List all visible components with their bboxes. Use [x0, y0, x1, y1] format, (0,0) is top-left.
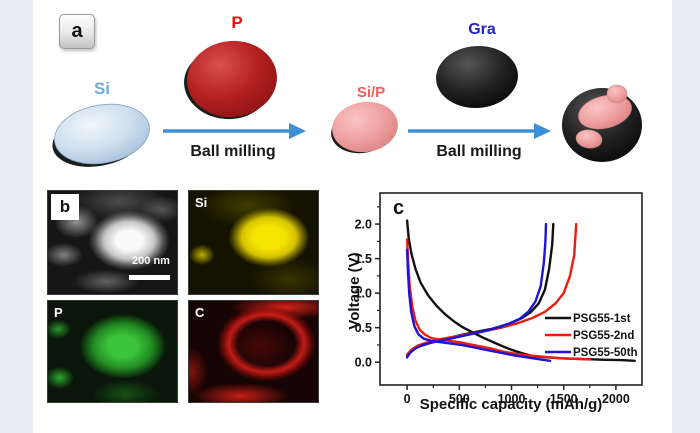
arrow-2-head-icon: [534, 123, 551, 139]
page-margin-right: [672, 0, 700, 433]
ball-milling-label-2: Ball milling: [436, 143, 522, 160]
schematic-drawing: [52, 40, 642, 167]
scale-bar-text: 200 nm: [132, 255, 170, 267]
scale-bar: [129, 275, 170, 280]
panel-c-label: c: [393, 197, 405, 219]
y-tick-label: 0.5: [355, 321, 372, 335]
panel-a-label: a: [59, 14, 95, 49]
stem-image: b 200 nm: [47, 190, 178, 295]
y-tick-label: 2.0: [355, 218, 372, 232]
composite-sip-lump-small: [575, 129, 603, 149]
y-tick-label: 0.0: [355, 356, 372, 370]
x-tick-label: 1500: [550, 392, 578, 406]
c-map-label: C: [195, 305, 205, 320]
si-text-label: Si: [93, 79, 111, 98]
page-margin-left: [0, 0, 33, 433]
si-elemental-map: Si: [188, 190, 319, 295]
si-map-label: Si: [195, 195, 208, 210]
legend-label-PSG55-2nd: PSG55-2nd: [573, 330, 634, 342]
panel-a-schematic: a Si P Si/P Gra Ball milling Ball millin…: [33, 0, 672, 185]
c-elemental-map: C: [188, 300, 319, 403]
arrow-1-head-icon: [289, 123, 306, 139]
x-axis-label: Specific capacity (mAh/g): [419, 396, 603, 413]
x-tick-label: 500: [449, 392, 470, 406]
panel-b-microscopy: b 200 nm Si P C: [47, 190, 319, 403]
curve-PSG55-50th-charge: [405, 222, 548, 359]
p-map-label: P: [54, 305, 63, 320]
curve-PSG55-50th-discharge: [405, 248, 552, 363]
legend-label-PSG55-1st: PSG55-1st: [573, 313, 631, 325]
panel-c-chart: 0 500 1000 1500 2000 0.0 0.5 1.0 1.5 2.0 PSG55-1st…: [345, 188, 647, 433]
legend-label-PSG55-50th: PSG55-50th: [573, 347, 638, 359]
voltage-capacity-plot: 0 500 1000 1500 2000 0.0 0.5 1.0 1.5 2.0 PSG55-1st…: [355, 192, 643, 406]
si-particle: [54, 103, 150, 165]
x-tick-label: 1000: [498, 392, 526, 406]
panel-b-label: b: [51, 194, 79, 220]
p-text-label: P: [231, 13, 243, 32]
y-tick-label: 1.5: [355, 252, 372, 266]
y-tick-label: 1.0: [355, 287, 372, 301]
y-axis-label: Voltage (V): [346, 252, 363, 330]
gra-text-label: Gra: [468, 21, 496, 38]
sip-text-label: Si/P: [356, 84, 386, 101]
composite-sip-lump-top: [606, 84, 628, 104]
ball-milling-label-1: Ball milling: [190, 143, 276, 160]
composite-sip-lump-large: [578, 94, 632, 130]
p-elemental-map: P: [47, 300, 178, 403]
p-particle: [187, 40, 277, 118]
graphite-particle: [436, 45, 518, 109]
sip-particle: [332, 101, 398, 153]
x-tick-label: 2000: [602, 392, 630, 406]
curve-PSG55-2nd-discharge: [405, 238, 592, 361]
x-tick-label: 0: [404, 392, 411, 406]
